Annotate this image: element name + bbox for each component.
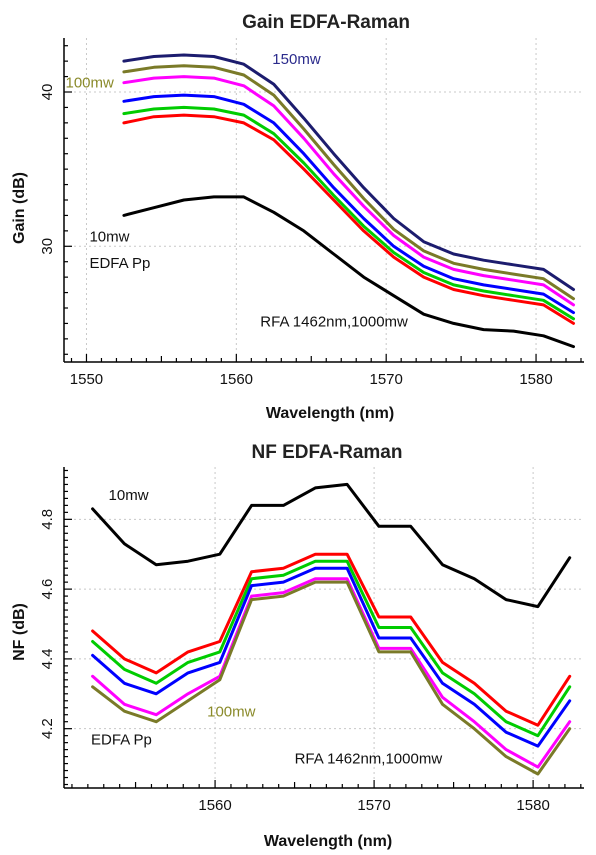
gain-chart-title: Gain EDFA-Raman [242,12,410,33]
gain-chart: Gain EDFA-Raman Wavelength (nm) Gain (dB… [11,12,584,422]
nf-chart-ylabel: NF (dB) [11,603,28,661]
annotation-4: RFA 1462nm,1000mw [260,314,408,331]
y-tick-label: 4.2 [39,718,56,739]
series-line-4 [122,75,575,307]
nf-chart-series [91,482,572,776]
series-line-0 [122,195,575,349]
series-line-5 [122,64,575,301]
series-line-4 [91,577,572,769]
series-line-3 [91,566,572,748]
nf-chart-axes: 1560 1570 1580 4.2 4.4 4.6 4.8 [39,467,584,814]
annotation-3: RFA 1462nm,1000mw [295,751,443,768]
y-tick-label: 4.6 [39,579,56,600]
gain-chart-xlabel: Wavelength (nm) [266,405,394,422]
y-tick-label: 4.4 [39,648,56,669]
gain-chart-axes: 1550 1560 1570 1580 30 40 [39,38,584,388]
nf-chart-annotations: 10mw 100mw EDFA Pp RFA 1462nm,1000mw [91,487,442,767]
annotation-3: EDFA Pp [89,255,150,272]
nf-chart: NF EDFA-Raman Wavelength (nm) NF (dB) 15… [11,442,584,850]
x-tick-label: 1580 [516,797,549,814]
series-line-1 [91,552,572,727]
series-line-5 [91,580,572,776]
x-tick-label: 1560 [198,797,231,814]
annotation-0: 150mw [272,51,321,68]
series-line-1 [122,113,575,325]
nf-chart-title: NF EDFA-Raman [252,442,403,463]
series-line-2 [91,559,572,738]
series-line-6 [122,53,575,291]
series-line-0 [91,482,572,609]
y-tick-label: 40 [39,84,56,101]
annotation-2: EDFA Pp [91,731,152,748]
annotation-2: 10mw [89,229,129,246]
gain-chart-annotations: 150mw 100mw 10mw EDFA Pp RFA 1462nm,1000mw [65,51,408,330]
annotation-1: 100mw [207,703,256,720]
nf-chart-xlabel: Wavelength (nm) [264,833,392,850]
x-tick-label: 1550 [70,371,103,388]
x-tick-label: 1580 [519,371,552,388]
x-tick-label: 1570 [357,797,390,814]
annotation-0: 10mw [109,487,149,504]
x-tick-label: 1560 [220,371,253,388]
gain-chart-series [122,53,575,349]
gain-chart-ylabel: Gain (dB) [11,172,28,244]
series-line-2 [122,105,575,321]
y-tick-label: 30 [39,238,56,255]
y-tick-label: 4.8 [39,509,56,530]
series-line-3 [122,93,575,315]
x-tick-label: 1570 [370,371,403,388]
annotation-1: 100mw [65,74,114,91]
